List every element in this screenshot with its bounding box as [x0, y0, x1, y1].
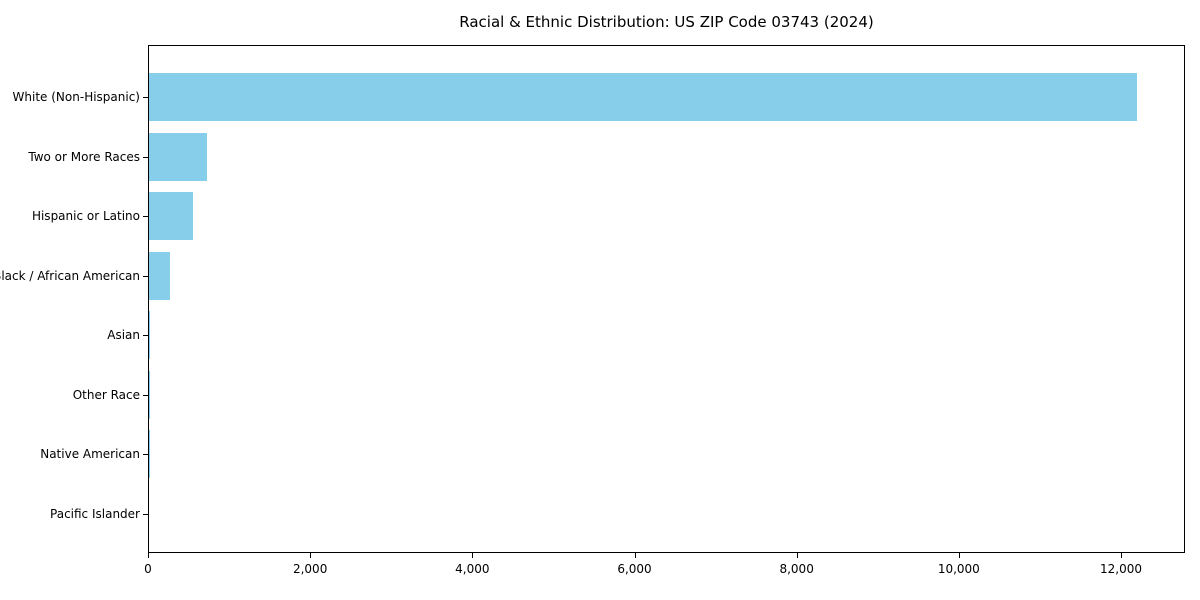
x-tick-mark: [472, 553, 474, 558]
y-tick-mark: [143, 275, 148, 277]
bar-asian: [149, 311, 151, 360]
y-tick-mark: [143, 216, 148, 218]
y-tick-mark: [143, 156, 148, 158]
y-axis-label: White (Non-Hispanic): [12, 90, 140, 104]
y-tick-mark: [143, 335, 148, 337]
y-axis-label: Hispanic or Latino: [31, 209, 140, 224]
y-axis-label: Black / African American: [0, 268, 140, 283]
x-tick-label: 0: [144, 562, 152, 576]
y-tick-mark: [143, 454, 148, 456]
x-tick-mark: [310, 553, 312, 558]
bar-hispanic-or-latino: [149, 192, 194, 241]
x-tick-mark: [148, 553, 149, 558]
x-tick-label: 4,000: [455, 562, 490, 576]
bar-two-or-more-races: [149, 132, 207, 181]
y-axis-label: Two or More Races: [28, 149, 140, 164]
y-tick-mark: [143, 513, 148, 515]
plot-area: [148, 45, 1185, 553]
y-axis-label: Asian: [107, 328, 140, 343]
chart-title: Racial & Ethnic Distribution: US ZIP Cod…: [459, 13, 874, 31]
bar-black-african-american: [149, 251, 171, 300]
x-tick-label: 2,000: [292, 562, 328, 576]
x-tick-mark: [958, 553, 960, 558]
y-axis-label: Other Race: [72, 387, 140, 402]
x-tick-label: 10,000: [937, 562, 980, 576]
bar-white-non-hispanic: [149, 73, 1137, 121]
x-tick-mark: [1121, 553, 1122, 558]
x-tick-label: 12,000: [1100, 562, 1142, 576]
y-tick-mark: [143, 97, 148, 98]
bar-other-race: [149, 370, 150, 419]
x-tick-mark: [796, 553, 798, 558]
x-tick-label: 6,000: [617, 562, 652, 576]
x-tick-label: 8,000: [779, 562, 814, 576]
y-axis-label: Native American: [40, 447, 140, 462]
y-axis-label: Pacific Islander: [50, 506, 140, 521]
y-tick-mark: [143, 394, 148, 396]
x-tick-mark: [634, 553, 636, 558]
